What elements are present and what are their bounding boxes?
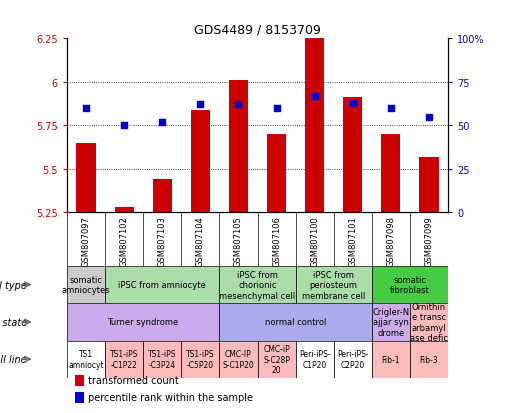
Bar bbox=[267, 135, 286, 213]
Bar bbox=[153, 180, 172, 213]
Bar bbox=[296, 341, 334, 378]
Text: iPSC from
periosteum
membrane cell: iPSC from periosteum membrane cell bbox=[302, 270, 366, 300]
Point bbox=[82, 105, 90, 112]
Bar bbox=[419, 157, 439, 213]
Text: cell type: cell type bbox=[0, 280, 27, 290]
Bar bbox=[143, 341, 181, 378]
Bar bbox=[305, 39, 324, 213]
Bar bbox=[382, 135, 401, 213]
Bar bbox=[410, 341, 448, 378]
Text: Peri-iPS-
C1P20: Peri-iPS- C1P20 bbox=[299, 350, 331, 369]
Text: normal control: normal control bbox=[265, 318, 327, 327]
Text: GSM807105: GSM807105 bbox=[234, 216, 243, 266]
Text: TS1-iPS
-C3P24: TS1-iPS -C3P24 bbox=[148, 350, 177, 369]
Bar bbox=[114, 207, 134, 213]
Title: GDS4489 / 8153709: GDS4489 / 8153709 bbox=[194, 24, 321, 37]
Text: cell line: cell line bbox=[0, 354, 27, 364]
Bar bbox=[181, 341, 219, 378]
Bar bbox=[75, 375, 84, 386]
Text: disease state: disease state bbox=[0, 317, 27, 327]
Text: Turner syndrome: Turner syndrome bbox=[108, 318, 179, 327]
Point bbox=[158, 119, 166, 126]
Bar bbox=[372, 266, 448, 304]
Text: somatic
amniocytes: somatic amniocytes bbox=[62, 275, 110, 294]
Point bbox=[120, 123, 128, 129]
Point bbox=[272, 105, 281, 112]
Text: TS1
amniocyt: TS1 amniocyt bbox=[68, 350, 104, 369]
Text: GSM807103: GSM807103 bbox=[158, 216, 167, 266]
Text: GSM807097: GSM807097 bbox=[81, 216, 91, 266]
Text: GSM807102: GSM807102 bbox=[119, 216, 129, 266]
Text: GSM807101: GSM807101 bbox=[348, 216, 357, 266]
Text: Fib-3: Fib-3 bbox=[420, 355, 438, 364]
Text: GSM807104: GSM807104 bbox=[196, 216, 205, 266]
Bar bbox=[344, 98, 363, 213]
Text: CMC-IP
S-C1P20: CMC-IP S-C1P20 bbox=[222, 350, 254, 369]
Bar bbox=[191, 110, 210, 213]
Text: GSM807098: GSM807098 bbox=[386, 216, 396, 266]
Bar bbox=[76, 143, 96, 213]
Text: Peri-iPS-
C2P20: Peri-iPS- C2P20 bbox=[337, 350, 369, 369]
Text: Fib-1: Fib-1 bbox=[382, 355, 400, 364]
Text: somatic
fibroblast: somatic fibroblast bbox=[390, 275, 430, 294]
Bar bbox=[372, 341, 410, 378]
Point bbox=[387, 105, 395, 112]
Text: GSM807100: GSM807100 bbox=[310, 216, 319, 266]
Bar bbox=[219, 341, 258, 378]
Bar bbox=[296, 266, 372, 304]
Point bbox=[311, 93, 319, 100]
Bar bbox=[229, 81, 248, 213]
Text: GSM807106: GSM807106 bbox=[272, 216, 281, 266]
Bar bbox=[372, 304, 410, 341]
Bar bbox=[219, 266, 296, 304]
Bar bbox=[75, 392, 84, 403]
Point bbox=[196, 102, 204, 109]
Bar bbox=[410, 304, 448, 341]
Point bbox=[349, 100, 357, 107]
Bar bbox=[67, 304, 219, 341]
Text: percentile rank within the sample: percentile rank within the sample bbox=[88, 392, 253, 402]
Text: GSM807099: GSM807099 bbox=[424, 216, 434, 266]
Text: Crigler-N
ajjar syn
drome: Crigler-N ajjar syn drome bbox=[372, 307, 409, 337]
Text: TS1-iPS
-C5P20: TS1-iPS -C5P20 bbox=[186, 350, 215, 369]
Bar bbox=[105, 266, 219, 304]
Bar bbox=[334, 341, 372, 378]
Point bbox=[425, 114, 433, 121]
Text: transformed count: transformed count bbox=[88, 375, 179, 385]
Bar bbox=[219, 304, 372, 341]
Point bbox=[234, 102, 243, 109]
Text: iPSC from amniocyte: iPSC from amniocyte bbox=[118, 280, 206, 290]
Text: iPSC from
chorionic
mesenchymal cell: iPSC from chorionic mesenchymal cell bbox=[219, 270, 296, 300]
Bar bbox=[67, 341, 105, 378]
Bar bbox=[67, 266, 105, 304]
Text: CMC-iP
S-C28P
20: CMC-iP S-C28P 20 bbox=[263, 344, 290, 374]
Text: TS1-iPS
-C1P22: TS1-iPS -C1P22 bbox=[110, 350, 139, 369]
Bar bbox=[105, 341, 143, 378]
Bar bbox=[258, 341, 296, 378]
Text: Ornithin
e transc
arbamyl
ase defic: Ornithin e transc arbamyl ase defic bbox=[410, 302, 448, 342]
